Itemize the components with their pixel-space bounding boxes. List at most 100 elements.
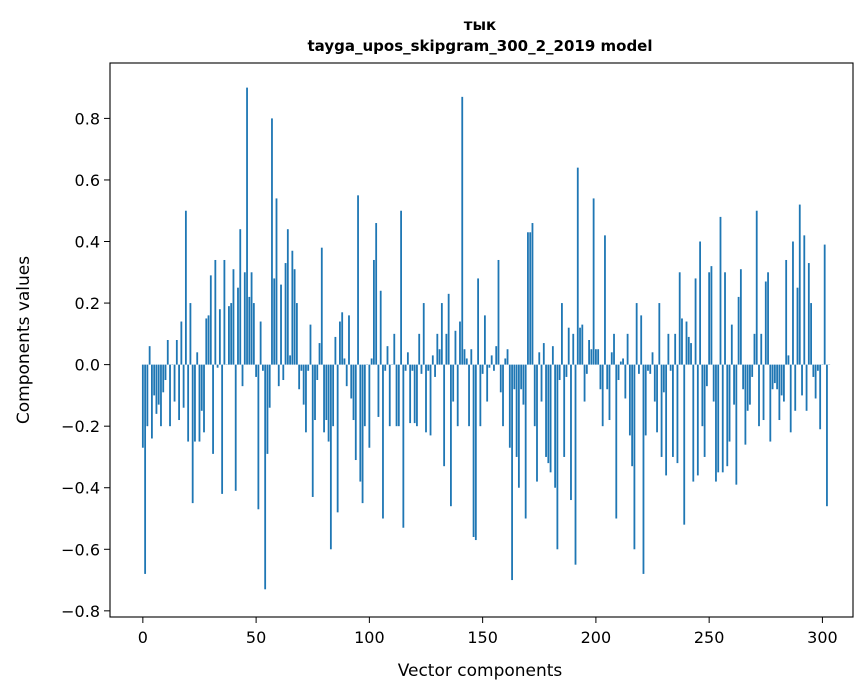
bar	[789, 364, 792, 433]
bar	[767, 272, 769, 365]
bar	[164, 364, 167, 381]
bar	[665, 364, 668, 476]
bar	[522, 364, 525, 405]
bar	[751, 364, 754, 377]
bar	[275, 198, 278, 365]
bar	[483, 315, 486, 365]
bar	[794, 364, 797, 411]
bar	[565, 364, 568, 377]
bar	[628, 364, 631, 436]
bar	[479, 364, 482, 427]
bar	[252, 303, 255, 365]
bar	[583, 364, 586, 402]
bar	[200, 364, 203, 411]
bar	[798, 204, 801, 365]
bar	[597, 349, 600, 365]
bar	[325, 364, 328, 421]
bar	[579, 327, 581, 365]
bar	[291, 250, 294, 365]
bar	[221, 364, 224, 494]
bar	[678, 272, 681, 365]
bar	[289, 355, 291, 365]
bar	[502, 364, 504, 427]
bar	[144, 364, 147, 574]
bar	[801, 364, 803, 396]
bar	[816, 364, 819, 371]
bar	[370, 358, 373, 365]
bar	[481, 364, 484, 374]
bar	[780, 364, 783, 396]
bar	[461, 96, 464, 365]
bar	[459, 321, 461, 365]
bar	[558, 364, 561, 381]
bar	[638, 364, 640, 374]
bar	[590, 349, 593, 365]
bar	[173, 364, 176, 402]
bar	[635, 303, 638, 365]
bar	[699, 241, 701, 365]
bar	[375, 223, 378, 365]
bar	[705, 364, 708, 387]
bar	[758, 364, 760, 427]
bar	[345, 364, 348, 387]
bar	[327, 364, 330, 442]
bar	[194, 364, 196, 442]
bar	[819, 364, 822, 430]
bar	[348, 315, 350, 365]
bar	[547, 364, 550, 464]
bar	[406, 352, 409, 365]
y-tick-label: 0.8	[75, 109, 100, 128]
bar	[277, 364, 280, 387]
bar	[728, 364, 731, 442]
chart-subtitle: tayga_upos_skipgram_300_2_2019 model	[308, 37, 653, 55]
bar	[280, 284, 282, 365]
bar	[617, 364, 620, 381]
y-tick-label: 0.6	[75, 171, 100, 190]
bar	[262, 364, 264, 371]
bar	[651, 352, 654, 365]
bar	[207, 315, 210, 365]
bar	[309, 324, 312, 365]
bar	[377, 364, 380, 417]
bar	[196, 352, 199, 365]
bar	[592, 198, 595, 365]
bar	[506, 349, 509, 365]
bar	[581, 324, 584, 365]
bar	[307, 364, 310, 371]
bar	[773, 364, 776, 384]
bar	[146, 364, 149, 427]
bar	[536, 364, 538, 482]
bar	[610, 352, 613, 365]
bar	[604, 235, 606, 365]
bar	[674, 333, 677, 365]
bar	[764, 281, 767, 365]
x-tick-label: 150	[467, 628, 498, 647]
bar	[805, 364, 808, 411]
bar	[180, 321, 183, 365]
bar	[402, 364, 405, 528]
bar	[386, 346, 389, 365]
bar	[218, 309, 221, 365]
bar	[203, 364, 205, 433]
bar	[443, 364, 446, 467]
bar	[148, 346, 151, 365]
bar	[823, 244, 826, 365]
bar	[656, 364, 658, 433]
bar	[395, 364, 398, 427]
bar	[230, 303, 233, 365]
bar	[184, 210, 187, 365]
bar	[563, 364, 566, 457]
bar	[409, 364, 412, 424]
bar	[511, 364, 513, 581]
bar	[162, 364, 165, 393]
bar	[404, 364, 407, 371]
bar	[744, 364, 747, 445]
bar	[400, 210, 402, 365]
bar	[445, 333, 448, 365]
bar	[615, 364, 618, 519]
bar	[153, 364, 156, 396]
bar	[513, 364, 516, 390]
bar	[302, 364, 305, 405]
bar	[588, 340, 590, 365]
bar	[676, 364, 679, 464]
